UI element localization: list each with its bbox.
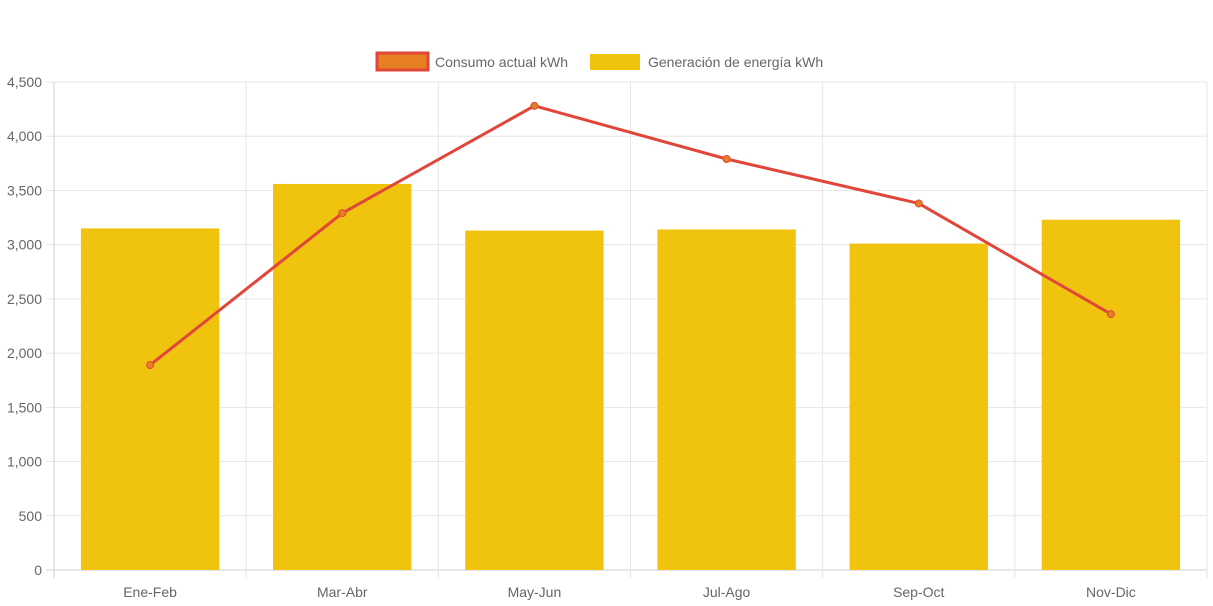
y-tick-label: 500 [19,508,43,524]
legend-label-consumo: Consumo actual kWh [435,54,568,70]
y-tick-label: 2,500 [7,291,42,307]
axis-layer: 0 500 1,000 1,500 2,000 2,500 3,000 3,500 4,000 4… [7,74,1136,600]
legend-swatch-generacion [590,54,640,70]
bar-generacion[interactable] [657,229,796,571]
x-tick-label: Jul-Ago [703,584,751,600]
legend-item-generacion[interactable]: Generación de energía kWh [590,54,823,70]
x-tick-label: May-Jun [508,584,562,600]
x-tick-label: Sep-Oct [893,584,944,600]
bar-layer [80,183,1181,571]
bar-generacion[interactable] [80,228,220,570]
bar-generacion[interactable] [1041,219,1181,571]
point-consumo[interactable] [146,361,155,370]
bar-generacion[interactable] [849,243,988,571]
legend-item-consumo[interactable]: Consumo actual kWh [375,51,568,72]
y-tick-label: 3,500 [7,182,42,198]
legend-label-generacion: Generación de energía kWh [648,54,823,70]
x-tick-label: Nov-Dic [1086,584,1136,600]
y-tick-label: 4,500 [7,74,42,90]
point-consumo[interactable] [338,209,347,218]
y-tick-label: 3,000 [7,237,42,253]
bar-generacion[interactable] [273,183,412,570]
line-consumo [148,104,1113,367]
y-tick-label: 1,000 [7,454,42,470]
legend: Consumo actual kWh Generación de energía… [375,51,823,72]
y-tick-label: 1,500 [7,399,42,415]
legend-swatch-consumo [375,51,430,72]
point-consumo[interactable] [1106,310,1115,319]
point-consumo[interactable] [914,199,923,208]
point-consumo[interactable] [530,101,539,110]
point-consumo[interactable] [722,154,731,163]
x-tick-label: Mar-Abr [317,584,368,600]
y-tick-label: 0 [34,562,42,578]
grid-layer [46,81,1208,578]
line-layer [146,101,1115,370]
y-tick-label: 4,000 [7,128,42,144]
x-tick-label: Ene-Feb [123,584,177,600]
bar-generacion[interactable] [465,230,604,570]
y-tick-label: 2,000 [7,345,42,361]
